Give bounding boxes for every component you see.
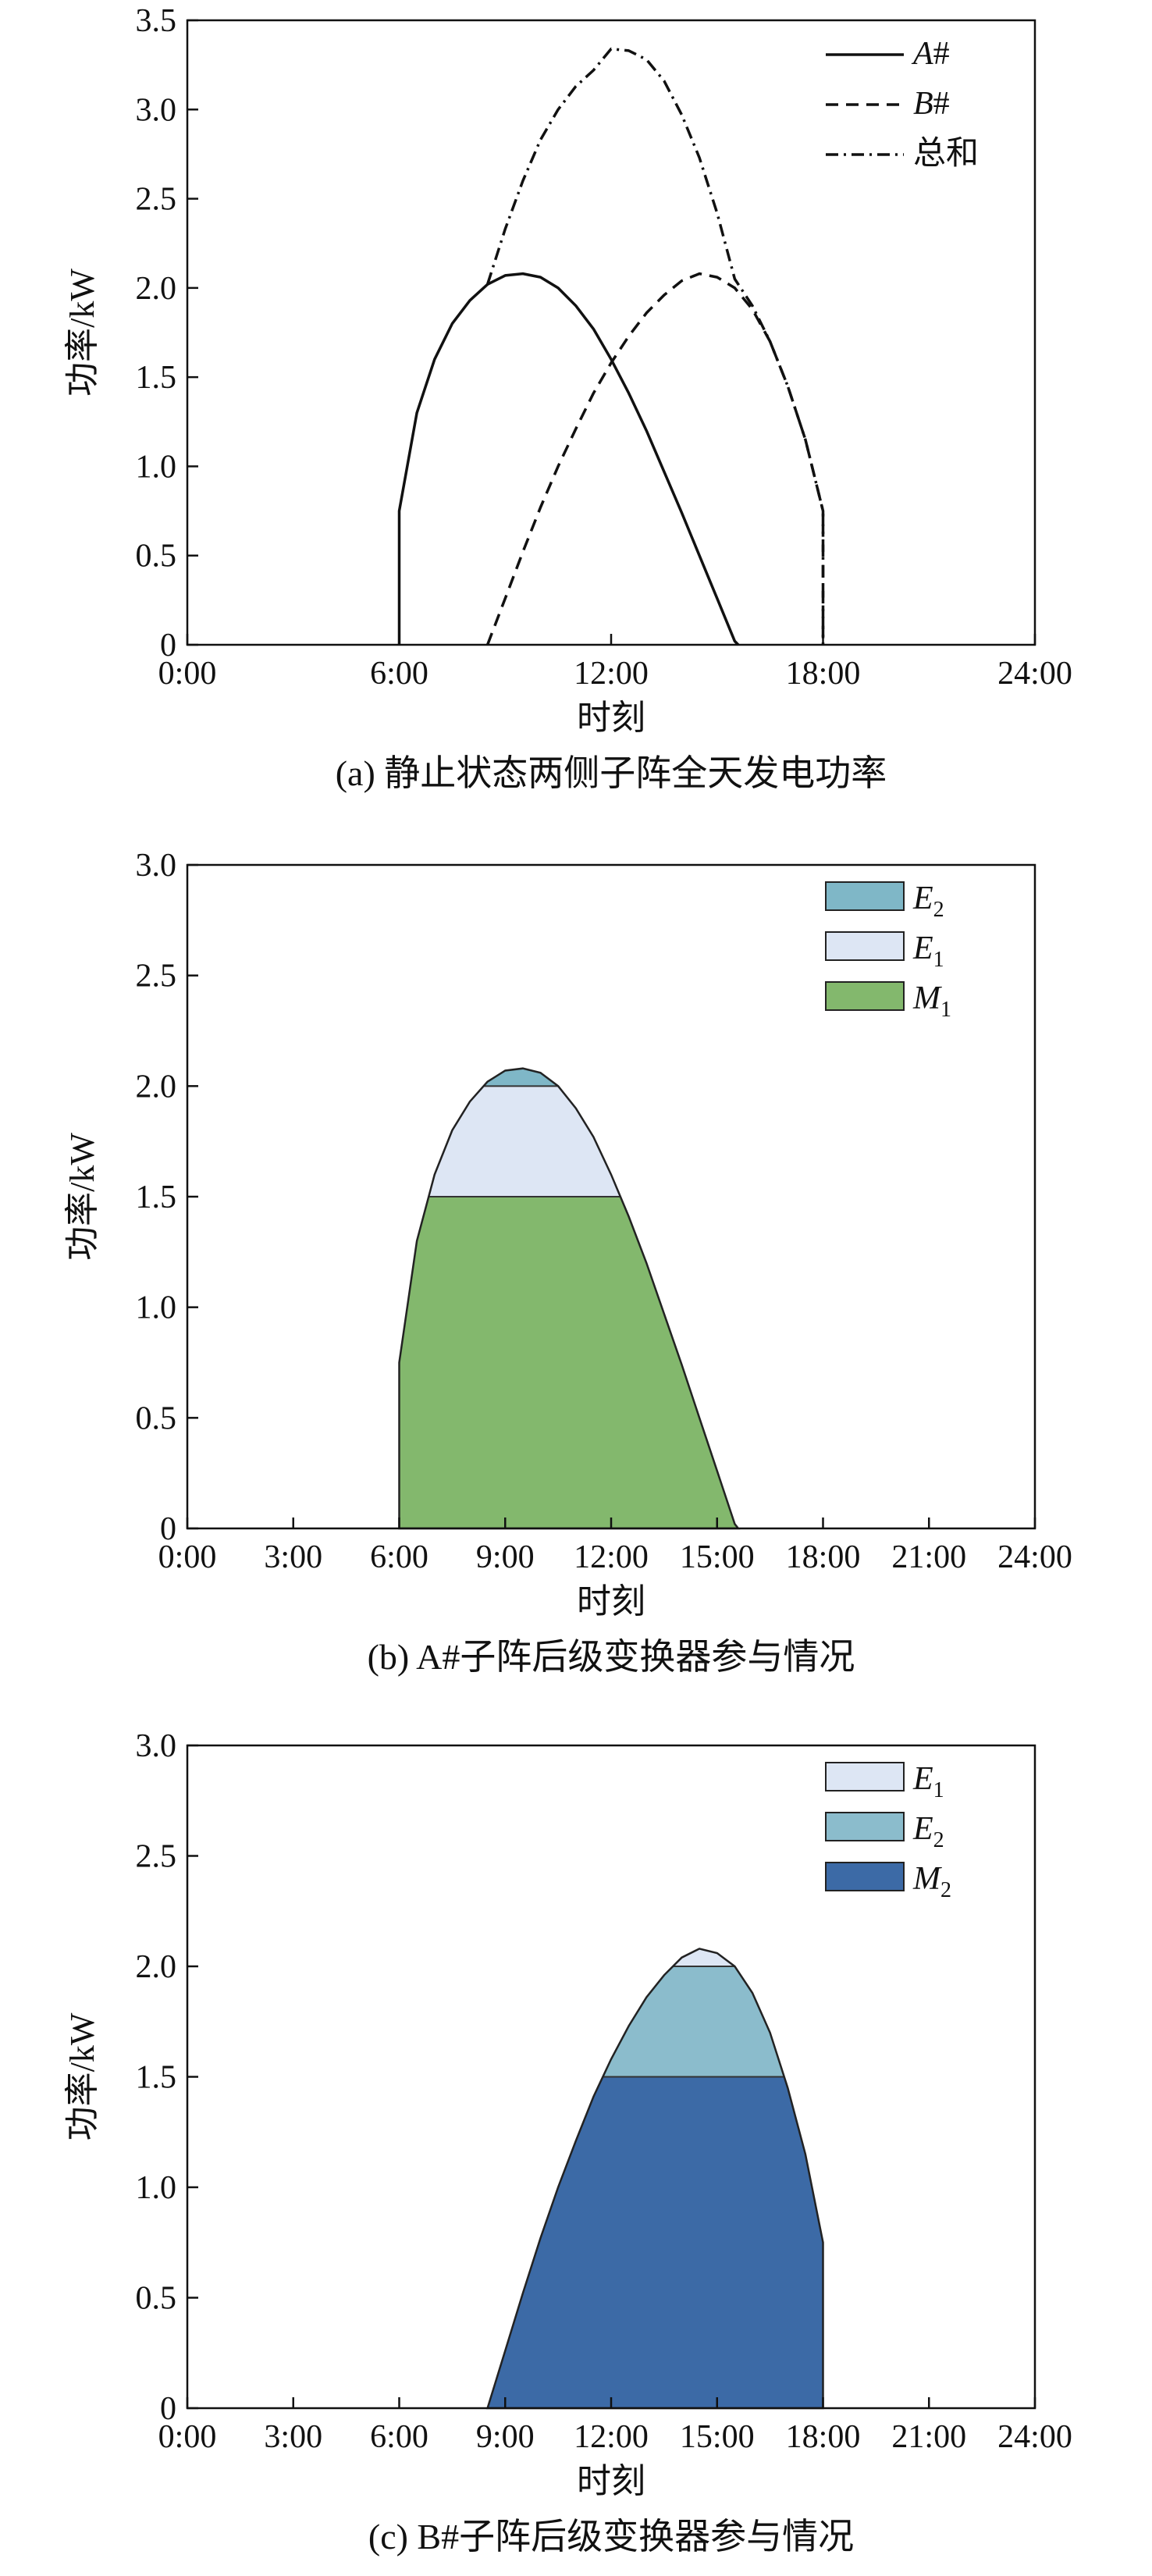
y-tick-label: 2.5: [136, 1839, 177, 1875]
legend-label-3: 总和: [913, 136, 979, 172]
x-tick-label: 9:00: [476, 1539, 535, 1575]
x-axis-title: 时刻: [577, 699, 645, 737]
area-outline: [398, 1067, 741, 1530]
legend-swatch-m1: [825, 981, 905, 1011]
y-tick-label: 2.0: [136, 271, 177, 307]
y-axis-title: 功率/kW: [63, 269, 101, 397]
y-tick-label: 1.0: [136, 1290, 177, 1326]
panel-caption: (c) B#子阵后级变换器参与情况: [368, 2517, 854, 2556]
x-axis-title: 时刻: [577, 1582, 645, 1621]
x-tick-label: 6:00: [370, 2419, 428, 2455]
y-tick-label: 0: [160, 628, 176, 664]
chart-panel-a: [186, 19, 1036, 646]
x-tick-label: 0:00: [158, 1539, 217, 1575]
y-tick-label: 3.5: [136, 3, 177, 39]
plot-frame: [186, 19, 1036, 646]
panel-caption: (a) 静止状态两侧子阵全天发电功率: [336, 753, 887, 793]
panel-caption: (b) A#子阵后级变换器参与情况: [368, 1637, 855, 1677]
area-band-e1: [399, 1086, 738, 1197]
x-tick-label: 0:00: [158, 2419, 217, 2455]
y-tick-label: 2.0: [136, 1949, 177, 1985]
series-line-2: [485, 272, 825, 646]
y-axis-title: 功率/kW: [63, 1133, 101, 1261]
x-tick-label: 15:00: [680, 2419, 755, 2455]
x-tick-label: 9:00: [476, 2419, 535, 2455]
legend-label-1: A#: [911, 36, 950, 72]
chart-panel-b: [186, 863, 1036, 1530]
legend-swatch-e1: [825, 931, 905, 961]
x-axis-title: 时刻: [577, 2462, 645, 2500]
y-tick-label: 2.5: [136, 959, 177, 994]
chart-panel-c: [186, 1744, 1036, 2410]
y-tick-label: 0: [160, 2391, 176, 2427]
area-band-e1: [487, 1948, 823, 1966]
y-tick-label: 3.0: [136, 848, 177, 884]
x-tick-label: 12:00: [574, 1539, 649, 1575]
legend-swatch-e1: [825, 1762, 905, 1791]
area-band-e2: [399, 1068, 738, 1087]
legend-label-m2: M2: [912, 1861, 951, 1902]
area-bands: [399, 1068, 738, 1528]
x-tick-label: 18:00: [786, 656, 861, 692]
legend-swatch-m2: [825, 1862, 905, 1891]
legend-swatch-e2: [825, 881, 905, 911]
y-tick-label: 2.0: [136, 1069, 177, 1105]
area-outline: [485, 1948, 824, 2410]
x-tick-label: 18:00: [786, 1539, 861, 1575]
y-tick-label: 1.5: [136, 1179, 177, 1215]
x-tick-label: 24:00: [997, 1539, 1072, 1575]
legend-label-e2: E2: [912, 881, 944, 922]
x-tick-label: 12:00: [574, 2419, 649, 2455]
x-tick-label: 18:00: [786, 2419, 861, 2455]
y-tick-label: 1.5: [136, 360, 177, 396]
series-line-1: [397, 272, 740, 646]
y-tick-label: 1.5: [136, 2060, 177, 2096]
legend-label-e1: E1: [912, 1761, 944, 1802]
y-tick-label: 0: [160, 1511, 176, 1547]
y-tick-label: 0.5: [136, 539, 177, 575]
x-tick-label: 21:00: [891, 1539, 966, 1575]
area-band-m2: [487, 2076, 823, 2408]
x-tick-label: 15:00: [680, 1539, 755, 1575]
series-line-3: [485, 47, 825, 645]
x-tick-label: 6:00: [370, 1539, 428, 1575]
y-tick-label: 1.0: [136, 449, 177, 485]
x-tick-label: 0:00: [158, 656, 217, 692]
x-tick-label: 21:00: [891, 2419, 966, 2455]
y-tick-label: 3.0: [136, 1728, 177, 1764]
y-tick-label: 1.0: [136, 2170, 177, 2206]
x-tick-label: 12:00: [574, 656, 649, 692]
legend-label-e1: E1: [912, 930, 944, 972]
legend-label-2: B#: [913, 86, 950, 122]
y-tick-label: 3.0: [136, 92, 177, 128]
x-tick-label: 6:00: [370, 656, 428, 692]
x-tick-label: 24:00: [997, 2419, 1072, 2455]
area-bands: [487, 1948, 823, 2408]
x-tick-label: 3:00: [264, 1539, 322, 1575]
y-tick-label: 2.5: [136, 182, 177, 218]
x-tick-label: 24:00: [997, 656, 1072, 692]
y-axis-title: 功率/kW: [63, 2012, 101, 2140]
area-band-m1: [399, 1197, 738, 1528]
y-tick-label: 0.5: [136, 1400, 177, 1436]
legend-label-e2: E2: [912, 1811, 944, 1852]
x-tick-label: 3:00: [264, 2419, 322, 2455]
y-tick-label: 0.5: [136, 2281, 177, 2317]
legend-swatch-e2: [825, 1812, 905, 1841]
legend-label-m1: M1: [912, 980, 951, 1022]
